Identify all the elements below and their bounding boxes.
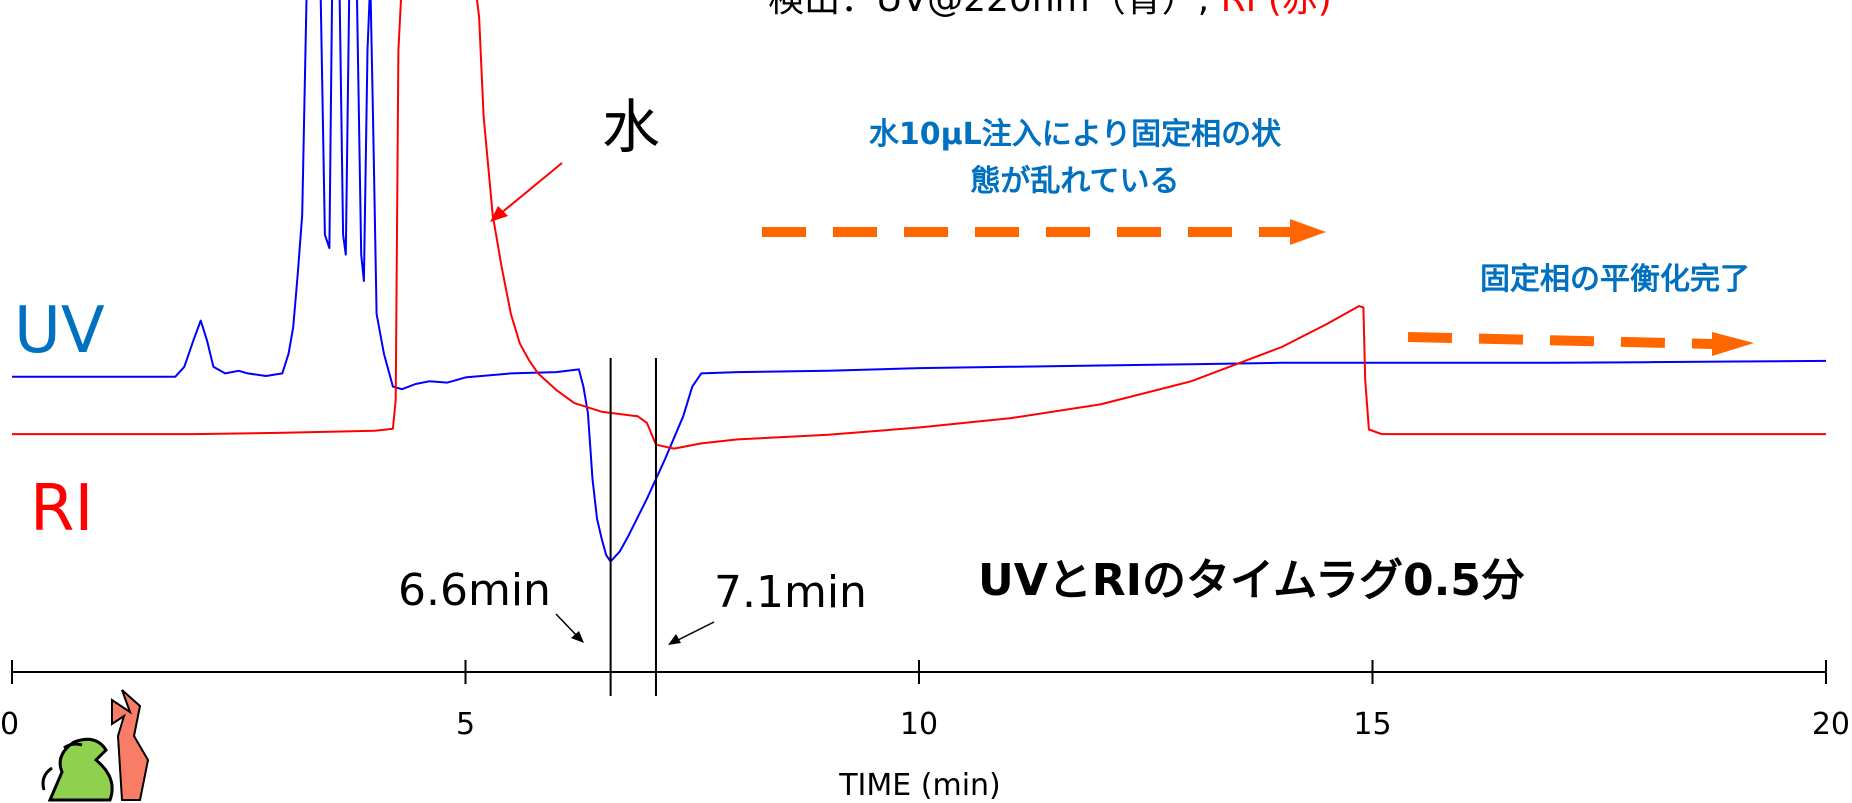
disturb-dashed-arrow-head (1290, 219, 1326, 245)
uv-series-label: UV (14, 294, 105, 368)
x-tick-label-5: 5 (456, 707, 475, 742)
equilibration-label: 固定相の平衡化完了 (1480, 262, 1750, 297)
markers-layer (609, 358, 657, 696)
equilibration-dashed-arrow-head (1712, 332, 1754, 356)
x-axis-label: TIME (min) (838, 768, 1001, 803)
equilibration-dashed-arrow (1407, 332, 1714, 349)
chart-title: 検出：UV@220nm（青）, RI (赤) (768, 0, 1332, 20)
marker-6.6-label: 6.6min (398, 565, 551, 616)
uv-trace (12, 0, 1827, 563)
marker-7.1-pointer-head (668, 634, 681, 645)
marker-7.1-pointer (675, 621, 715, 642)
marker-6.6-pointer (555, 613, 579, 638)
water-arrow-head (490, 206, 508, 222)
time-lag-label: UVとRIのタイムラグ0.5分 (978, 555, 1525, 606)
water-label: 水 (602, 93, 660, 161)
ri-series-label: RI (30, 472, 93, 546)
chart-title-part-1: RI (赤) (1221, 0, 1332, 20)
disturb-label-line1: 水10μL注入により固定相の状 (869, 117, 1282, 152)
marker-6.6-pointer-head (571, 631, 584, 643)
ri-trace (12, 0, 1826, 450)
x-tick-label-0: 0 (0, 707, 19, 742)
x-tick-label-10: 10 (900, 707, 938, 742)
mascot-illustration (41, 689, 150, 802)
x-axis: 0 5 10 15 20 TIME (min) (0, 660, 1850, 803)
traces-layer (12, 0, 1827, 563)
chart-title-part-0: 検出：UV@220nm（青）, (768, 0, 1220, 20)
marker-7.1-label: 7.1min (714, 567, 867, 618)
disturb-label-line2: 態が乱れている (970, 164, 1179, 199)
water-arrow-line (499, 162, 563, 215)
x-tick-label-15: 15 (1353, 707, 1391, 742)
x-tick-label-20: 20 (1812, 707, 1850, 742)
